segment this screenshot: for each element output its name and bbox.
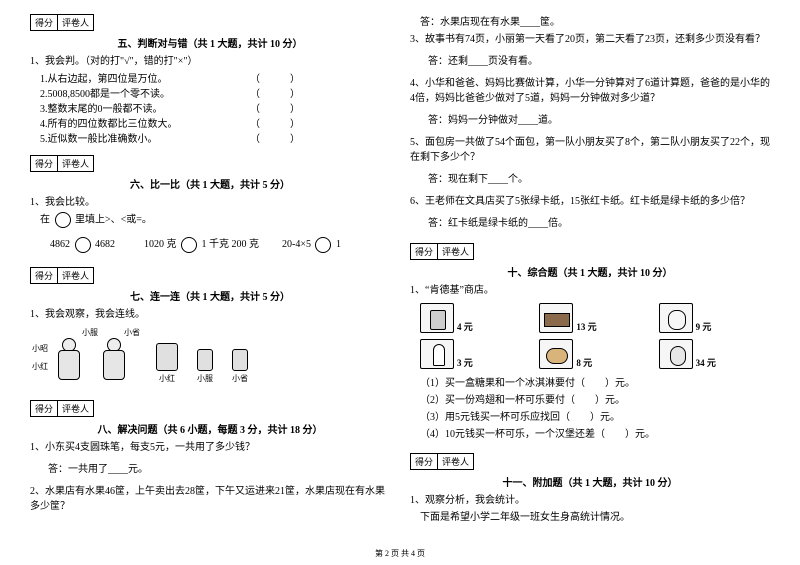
grader-cell: 评卷人: [58, 267, 94, 284]
grader-cell: 评卷人: [58, 155, 94, 172]
score-cell: 得分: [410, 453, 438, 470]
grader-cell: 评卷人: [58, 400, 94, 417]
gumball-icon: [659, 339, 693, 369]
q5-1: 1、我会判。（对的打"√"，错的打"×"）: [30, 54, 390, 69]
q5-1-4: 4.所有的四位数都比三位数大。: [40, 115, 250, 130]
q6-instr-b: 里填上>、<或=。: [75, 214, 152, 225]
fig-label-btm2: 小服: [197, 373, 213, 384]
section-6-title: 六、比一比（共 1 大题，共计 5 分）: [30, 176, 390, 191]
q6-1: 1、我会比较。: [30, 195, 390, 210]
chocolate-icon: [539, 303, 573, 333]
q11-1: 1、观察分析，我会统计。: [410, 493, 770, 508]
score-cell: 得分: [30, 155, 58, 172]
q10-s1: （1）买一盒糖果和一个冰淇淋要付（ ）元。: [410, 376, 770, 391]
section-10-title: 十、综合题（共 1 大题，共计 10 分）: [410, 264, 770, 279]
q6-instr-a: 在: [40, 214, 53, 225]
q10-1: 1、“肯德基”商店。: [410, 283, 770, 298]
object-column: 小服: [197, 349, 213, 384]
matching-figure: 小服 小省 小昭 小红 小红 小服: [48, 327, 390, 384]
fig-label-btm3: 小省: [232, 373, 248, 384]
q11-1b: 下面是希望小学二年级一班女生身高统计情况。: [410, 510, 770, 525]
q8-6: 6、王老师在文具店买了5张绿卡纸，15张红卡纸。红卡纸是绿卡纸的多少倍？: [410, 194, 770, 209]
grader-cell: 评卷人: [438, 243, 474, 260]
kid-figure-icon: 小昭 小红: [48, 336, 92, 384]
price-5: 8 元: [576, 356, 592, 369]
q8-2: 2、水果店有水果46筐，上午卖出去28筐，下午又运进来21筐，水果店现在有水果多…: [30, 484, 390, 514]
score-cell: 得分: [30, 400, 58, 417]
score-box-8: 得分 评卷人: [30, 400, 390, 417]
object-icon: [197, 349, 213, 371]
a8-5: 答：现在剩下____个。: [410, 170, 770, 185]
score-box-6: 得分 评卷人: [30, 155, 390, 172]
score-box-10: 得分 评卷人: [410, 243, 770, 260]
paren: （ ）: [250, 100, 300, 115]
q5-1-3: 3.整数末尾的0一般都不读。: [40, 100, 250, 115]
score-box-7: 得分 评卷人: [30, 267, 390, 284]
object-icon: [232, 349, 248, 371]
q8-1: 1、小东买4支圆珠笔，每支5元，一共用了多少钱？: [30, 440, 390, 455]
kfc-menu-grid: 4 元 13 元 9 元 3 元 8 元 34 元: [410, 303, 770, 369]
icecream-icon: [420, 339, 454, 369]
cmp-a: 4862: [50, 239, 70, 250]
q5-1-1: 1.从右边起，第四位是万位。: [40, 70, 250, 85]
compare-row: 4862 4682 1020 克 1 千克 200 克 20-4×5 1: [30, 235, 390, 253]
cmp-f: 1: [336, 239, 341, 250]
section-11-title: 十一、附加题（共 1 大题，共计 10 分）: [410, 474, 770, 489]
circle-blank-icon: [75, 237, 91, 253]
score-cell: 得分: [30, 267, 58, 284]
price-4: 3 元: [457, 356, 473, 369]
paren: （ ）: [250, 130, 300, 145]
score-box-5: 得分 评卷人: [30, 14, 390, 31]
price-1: 4 元: [457, 320, 473, 333]
circle-blank-icon: [181, 237, 197, 253]
q5-1-5: 5.近似数一般比准确数小。: [40, 130, 250, 145]
cmp-d: 1 千克 200 克: [202, 239, 260, 250]
q8-4: 4、小华和爸爸、妈妈比赛做计算，小华一分钟算对了6道计算题，爸爸的是小华的4倍，…: [410, 76, 770, 106]
fig-label-left2: 小红: [32, 358, 48, 376]
q8-5: 5、面包房一共做了54个面包，第一队小朋友买了8个，第二队小朋友买了22个，现在…: [410, 135, 770, 165]
object-column: 小省: [232, 349, 248, 384]
q7-1: 1、我会观察，我会连线。: [30, 307, 390, 322]
a8-3: 答：还剩____页没有看。: [410, 52, 770, 67]
page-footer: 第 2 页 共 4 页: [0, 548, 800, 559]
section-7-title: 七、连一连（共 1 大题，共计 5 分）: [30, 288, 390, 303]
section-8-title: 八、解决问题（共 6 小题，每题 3 分，共计 18 分）: [30, 421, 390, 436]
q10-s4: （4）10元钱买一杯可乐，一个汉堡还差（ ）元。: [410, 427, 770, 442]
drink-icon: [420, 303, 454, 333]
q10-s3: （3）用5元钱买一杯可乐应找回（ ）元。: [410, 410, 770, 425]
price-6: 34 元: [696, 356, 716, 369]
cmp-b: 4682: [95, 239, 115, 250]
object-column: 小红: [156, 343, 178, 384]
circle-blank-icon: [55, 212, 71, 228]
fig-label-left1: 小昭: [32, 340, 48, 358]
paren: （ ）: [250, 70, 300, 85]
a8-6: 答：红卡纸是绿卡纸的____倍。: [410, 214, 770, 229]
score-cell: 得分: [30, 14, 58, 31]
circle-blank-icon: [315, 237, 331, 253]
a8-2: 答：水果店现在有水果____筐。: [410, 15, 770, 30]
a8-1: 答：一共用了____元。: [30, 460, 390, 475]
paren: （ ）: [250, 115, 300, 130]
q10-s2: （2）买一份鸡翅和一杯可乐要付（ ）元。: [410, 393, 770, 408]
q8-3: 3、故事书有74页，小丽第一天看了20页，第二天看了23页，还剩多少页没有看？: [410, 32, 770, 47]
score-cell: 得分: [410, 243, 438, 260]
cmp-c: 1020 克: [144, 239, 177, 250]
score-box-11: 得分 评卷人: [410, 453, 770, 470]
burger-icon: [539, 339, 573, 369]
grader-cell: 评卷人: [58, 14, 94, 31]
fig-label-btm1: 小红: [159, 373, 175, 384]
grader-cell: 评卷人: [438, 453, 474, 470]
section-5-title: 五、判断对与错（共 1 大题，共计 10 分）: [30, 35, 390, 50]
q5-1-2: 2.5008,8500都是一个零不读。: [40, 85, 250, 100]
price-3: 9 元: [696, 320, 712, 333]
cmp-e: 20-4×5: [282, 239, 311, 250]
a8-4: 答：妈妈一分钟做对____道。: [410, 111, 770, 126]
price-2: 13 元: [576, 320, 596, 333]
object-icon: [156, 343, 178, 371]
chips-icon: [659, 303, 693, 333]
kid-figure-icon: [93, 336, 137, 384]
paren: （ ）: [250, 85, 300, 100]
